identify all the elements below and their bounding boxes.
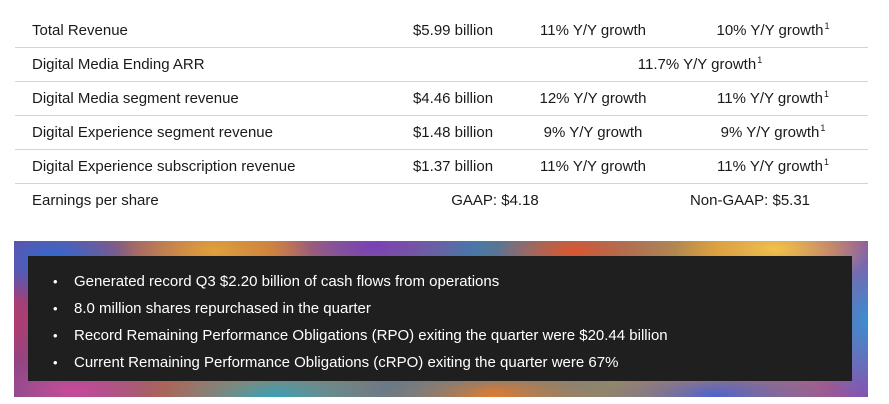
metrics-table: Total Revenue $5.99 billion 11% Y/Y grow… [15, 14, 868, 217]
list-item: • Current Remaining Performance Obligati… [42, 349, 668, 376]
highlights-panel: • Generated record Q3 $2.20 billion of c… [28, 256, 852, 381]
metric-value: $1.48 billion [412, 124, 494, 141]
highlights-list: • Generated record Q3 $2.20 billion of c… [42, 268, 668, 376]
footnote-marker: 1 [757, 55, 763, 65]
growth-text: 11% Y/Y growth [717, 90, 823, 107]
metric-growth: 11% Y/Y growth [540, 158, 646, 175]
bullet-icon: • [53, 355, 58, 370]
metric-row-digital-media-arr: Digital Media Ending ARR 11.7% Y/Y growt… [15, 48, 868, 82]
metric-value: $1.37 billion [412, 158, 494, 175]
metric-growth-adjusted: 10% Y/Y growth1 [698, 14, 848, 47]
metric-row-eps: Earnings per share GAAP: $4.18 Non-GAAP:… [15, 184, 868, 217]
growth-text: 10% Y/Y growth [716, 22, 824, 39]
list-item: • Record Remaining Performance Obligatio… [42, 322, 668, 349]
metric-growth: 9% Y/Y growth [543, 124, 643, 141]
eps-gaap: GAAP: $4.18 [451, 192, 539, 209]
footnote-marker: 1 [823, 89, 829, 99]
metric-row-digital-experience-subscription: Digital Experience subscription revenue … [15, 150, 868, 184]
highlights-banner: • Generated record Q3 $2.20 billion of c… [14, 241, 868, 397]
highlight-text: Generated record Q3 $2.20 billion of cas… [74, 273, 500, 290]
metric-value: $5.99 billion [412, 22, 494, 39]
metric-row-digital-experience-revenue: Digital Experience segment revenue $1.48… [15, 116, 868, 150]
metric-growth-adjusted: 11% Y/Y growth1 [698, 82, 848, 115]
metric-label: Digital Media Ending ARR [32, 56, 205, 73]
metric-label: Digital Experience subscription revenue [32, 158, 296, 175]
metric-growth-adjusted: 11% Y/Y growth1 [698, 150, 848, 183]
footnote-marker: 1 [823, 157, 829, 167]
growth-text: 11% Y/Y growth [717, 158, 823, 175]
highlight-text: Current Remaining Performance Obligation… [74, 354, 619, 371]
metric-label: Digital Media segment revenue [32, 90, 239, 107]
list-item: • 8.0 million shares repurchased in the … [42, 295, 668, 322]
list-item: • Generated record Q3 $2.20 billion of c… [42, 268, 668, 295]
metric-label: Digital Experience segment revenue [32, 124, 273, 141]
bullet-icon: • [53, 274, 58, 289]
footnote-marker: 1 [824, 21, 830, 31]
growth-text: 11.7% Y/Y growth [637, 56, 757, 73]
highlight-text: 8.0 million shares repurchased in the qu… [74, 300, 371, 317]
metric-value: $4.46 billion [412, 90, 494, 107]
metric-row-digital-media-revenue: Digital Media segment revenue $4.46 bill… [15, 82, 868, 116]
metric-growth-span: 11.7% Y/Y growth1 [575, 48, 825, 81]
metric-growth: 11% Y/Y growth [540, 22, 646, 39]
metric-label: Total Revenue [32, 22, 128, 39]
metric-growth-adjusted: 9% Y/Y growth1 [698, 116, 848, 149]
metric-growth: 12% Y/Y growth [539, 90, 647, 107]
footnote-marker: 1 [820, 123, 826, 133]
metric-label: Earnings per share [32, 192, 159, 209]
eps-non-gaap: Non-GAAP: $5.31 [689, 192, 811, 209]
bullet-icon: • [53, 301, 58, 316]
highlight-text: Record Remaining Performance Obligations… [74, 327, 668, 344]
metric-row-total-revenue: Total Revenue $5.99 billion 11% Y/Y grow… [15, 14, 868, 48]
growth-text: 9% Y/Y growth [720, 124, 820, 141]
bullet-icon: • [53, 328, 58, 343]
